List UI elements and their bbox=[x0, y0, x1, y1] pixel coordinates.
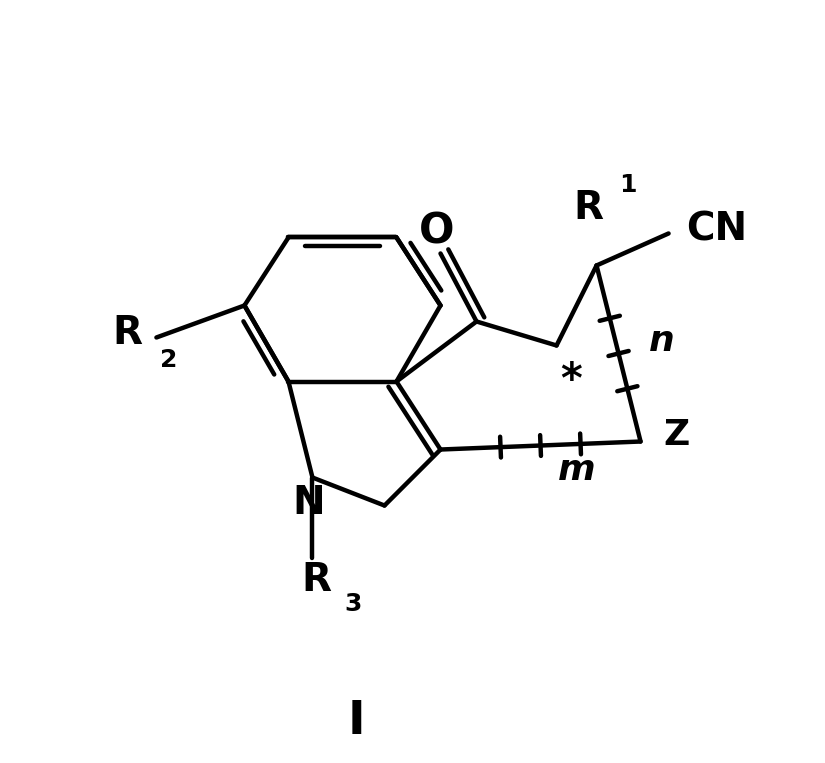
Text: N: N bbox=[292, 485, 325, 522]
Text: CN: CN bbox=[686, 211, 747, 249]
Text: m: m bbox=[559, 452, 596, 487]
Text: 2: 2 bbox=[160, 348, 178, 372]
Text: *: * bbox=[560, 360, 582, 402]
Text: n: n bbox=[649, 324, 675, 359]
Text: R: R bbox=[301, 561, 332, 599]
Text: O: O bbox=[419, 210, 455, 252]
Text: R: R bbox=[573, 189, 604, 227]
Text: I: I bbox=[347, 699, 365, 744]
Text: 3: 3 bbox=[345, 592, 362, 616]
Text: 1: 1 bbox=[619, 173, 636, 198]
Text: R: R bbox=[112, 314, 142, 353]
Text: Z: Z bbox=[663, 418, 689, 452]
